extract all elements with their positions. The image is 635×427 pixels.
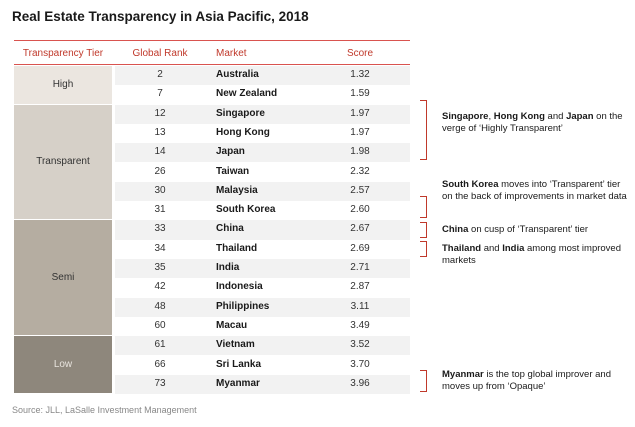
bracket-note-3 xyxy=(420,222,427,238)
market-cell: New Zealand xyxy=(216,88,278,100)
market-cell: Japan xyxy=(216,146,245,158)
table-row: 7 New Zealand 1.59 xyxy=(115,85,410,104)
rank-cell: 35 xyxy=(154,262,166,273)
table-row: 30 Malaysia 2.57 xyxy=(115,181,410,202)
bracket-note-1 xyxy=(420,100,427,160)
market-cell: China xyxy=(216,223,244,235)
market-cell: Singapore xyxy=(216,107,265,119)
column-header-market: Market xyxy=(216,48,247,59)
table-row: 73 Myanmar 3.96 xyxy=(115,374,410,395)
header-top-rule xyxy=(14,40,410,41)
score-cell: 2.87 xyxy=(350,281,370,293)
source-note: Source: JLL, LaSalle Investment Manageme… xyxy=(12,405,197,415)
market-cell: Vietnam xyxy=(216,339,255,351)
score-cell: 2.67 xyxy=(350,223,370,235)
table-row: 66 Sri Lanka 3.70 xyxy=(115,356,410,375)
annotation-3: China on cusp of ‘Transparent’ tier xyxy=(442,224,589,235)
rank-cell: 33 xyxy=(154,223,166,235)
market-cell: India xyxy=(216,262,240,273)
column-header-tier: Transparency Tier xyxy=(22,48,104,59)
tier-cell-semi: Semi xyxy=(14,220,112,336)
table-row: 61 Vietnam 3.52 xyxy=(115,336,410,356)
annotation-4: Thailand and India among most improved m… xyxy=(442,243,621,266)
annotation-2: South Korea moves into ‘Transparent’ tie… xyxy=(442,179,627,202)
market-cell: Australia xyxy=(216,69,259,80)
score-cell: 2.69 xyxy=(350,242,370,254)
rank-cell: 7 xyxy=(157,88,163,100)
rank-cell: 60 xyxy=(154,319,166,331)
score-cell: 3.70 xyxy=(350,358,370,370)
market-cell: Sri Lanka xyxy=(216,358,262,370)
score-cell: 2.57 xyxy=(350,184,370,196)
chart-title: Real Estate Transparency in Asia Pacific… xyxy=(12,9,309,24)
score-cell: 3.96 xyxy=(350,377,370,389)
table-row: 33 China 2.67 xyxy=(115,220,410,240)
column-header-rank: Global Rank xyxy=(132,48,188,59)
rank-cell: 73 xyxy=(154,377,166,389)
annotation-5: Myanmar is the top global improver and m… xyxy=(442,369,611,392)
table-row: 35 India 2.71 xyxy=(115,259,410,279)
score-cell: 3.11 xyxy=(350,300,370,312)
table-row: 12 Singapore 1.97 xyxy=(115,104,410,124)
score-cell: 2.60 xyxy=(350,204,370,216)
score-cell: 3.49 xyxy=(350,319,370,331)
rank-cell: 66 xyxy=(154,358,166,370)
tier-cell-high: High xyxy=(14,66,112,104)
market-cell: South Korea xyxy=(216,204,276,216)
table-row: 2 Australia 1.32 xyxy=(115,66,410,86)
market-cell: Hong Kong xyxy=(216,126,270,138)
market-cell: Myanmar xyxy=(216,377,260,389)
table-row: 34 Thailand 2.69 xyxy=(115,240,410,259)
score-cell: 2.32 xyxy=(350,165,370,177)
rank-cell: 12 xyxy=(154,107,166,119)
score-cell: 1.97 xyxy=(350,126,370,138)
table-row: 14 Japan 1.98 xyxy=(115,143,410,163)
score-cell: 1.98 xyxy=(350,146,370,158)
rank-cell: 31 xyxy=(154,204,166,216)
score-cell: 1.97 xyxy=(350,107,370,119)
tier-cell-transparent: Transparent xyxy=(14,104,112,220)
table-row: 60 Macau 3.49 xyxy=(115,317,410,336)
market-cell: Indonesia xyxy=(216,281,263,293)
table-row: 31 South Korea 2.60 xyxy=(115,201,410,220)
score-cell: 1.32 xyxy=(350,69,370,80)
table-row: 48 Philippines 3.11 xyxy=(115,297,410,317)
rank-cell: 30 xyxy=(154,184,166,196)
header-bottom-rule xyxy=(14,64,410,65)
bracket-note-4 xyxy=(420,241,427,257)
market-cell: Philippines xyxy=(216,300,270,312)
rank-cell: 13 xyxy=(154,126,166,138)
bracket-note-2 xyxy=(420,196,427,218)
bracket-note-5 xyxy=(420,370,427,392)
market-cell: Thailand xyxy=(216,242,258,254)
market-cell: Macau xyxy=(216,319,248,331)
market-cell: Malaysia xyxy=(216,184,258,196)
rank-cell: 34 xyxy=(154,242,166,254)
rank-cell: 61 xyxy=(154,339,166,351)
table-row: 26 Taiwan 2.32 xyxy=(115,163,410,182)
column-header-score: Score xyxy=(346,48,374,59)
rank-cell: 26 xyxy=(154,165,166,177)
table-row: 13 Hong Kong 1.97 xyxy=(115,124,410,143)
score-cell: 1.59 xyxy=(350,88,370,100)
rank-cell: 48 xyxy=(154,300,166,312)
table-row: 42 Indonesia 2.87 xyxy=(115,278,410,297)
score-cell: 2.71 xyxy=(350,262,370,273)
rank-cell: 2 xyxy=(157,69,163,80)
market-cell: Taiwan xyxy=(216,165,250,177)
tier-cell-low: Low xyxy=(14,336,112,394)
rank-cell: 14 xyxy=(154,146,166,158)
score-cell: 3.52 xyxy=(350,339,370,351)
annotation-1: Singapore, Hong Kong and Japan on the ve… xyxy=(442,111,623,134)
rank-cell: 42 xyxy=(154,281,166,293)
